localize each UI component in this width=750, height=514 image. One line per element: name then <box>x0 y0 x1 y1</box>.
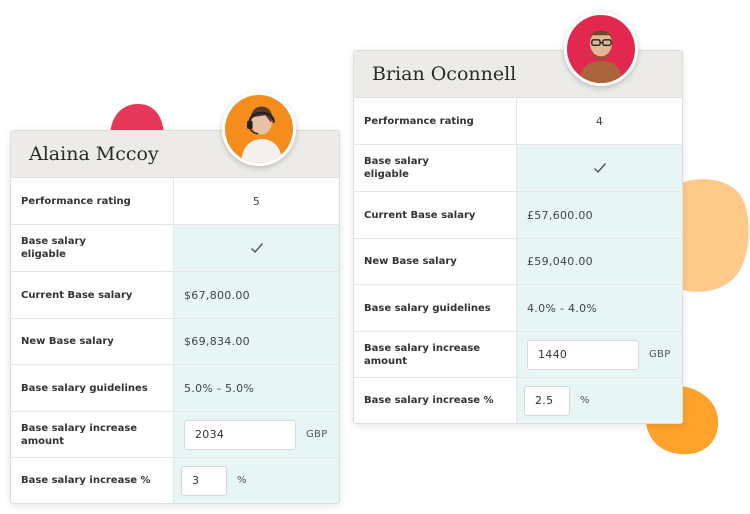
row-label: Current Base salary <box>11 272 174 318</box>
increase-percent-input[interactable]: 3 <box>181 465 227 496</box>
currency-unit: GBP <box>649 349 671 360</box>
row-new-salary: New Base salary £59,040.00 <box>354 239 682 285</box>
row-label: New Base salary <box>11 319 174 364</box>
row-increase-amount: Base salary increase amount 2034 GBP <box>11 412 339 458</box>
row-performance-rating: Performance rating 5 <box>11 178 339 225</box>
row-label: Base salary increase % <box>11 458 174 503</box>
increase-amount-input[interactable]: 1440 <box>527 339 639 370</box>
row-label: Base salary eligable <box>354 145 517 191</box>
current-salary-value: $67,800.00 <box>174 272 339 318</box>
row-label: Base salary increase amount <box>354 332 517 377</box>
employee-card-alaina: Alaina Mccoy Performance rating 5 Base s… <box>10 130 340 504</box>
percent-unit: % <box>580 395 590 406</box>
row-salary-eligible: Base salary eligable <box>11 225 339 272</box>
person-glasses-avatar-icon <box>567 15 635 83</box>
row-label: Current Base salary <box>354 192 517 238</box>
row-salary-guidelines: Base salary guidelines 4.0% - 4.0% <box>354 285 682 332</box>
row-current-salary: Current Base salary £57,600.00 <box>354 192 682 239</box>
row-salary-eligible: Base salary eligable <box>354 145 682 192</box>
row-label: Base salary increase amount <box>11 412 174 457</box>
increase-percent-cell: 3 % <box>174 458 339 503</box>
row-increase-percent: Base salary increase % 2.5 % <box>354 378 682 423</box>
performance-rating-value: 5 <box>252 194 261 208</box>
current-salary-value: £57,600.00 <box>517 192 682 238</box>
increase-amount-cell: 1440 GBP <box>517 332 682 377</box>
check-icon <box>250 243 263 254</box>
row-performance-rating: Performance rating 4 <box>354 98 682 145</box>
increase-percent-cell: 2.5 % <box>517 378 682 423</box>
row-label: Base salary increase % <box>354 378 517 423</box>
peach-blob <box>676 179 749 292</box>
row-label: Performance rating <box>354 98 517 144</box>
salary-guidelines-value: 5.0% - 5.0% <box>174 365 339 411</box>
row-new-salary: New Base salary $69,834.00 <box>11 319 339 365</box>
avatar-alaina <box>222 92 296 166</box>
avatar-brian <box>564 12 638 86</box>
percent-unit: % <box>237 475 247 486</box>
eligible-value <box>517 145 682 191</box>
eligible-value <box>174 225 339 271</box>
row-increase-percent: Base salary increase % 3 % <box>11 458 339 503</box>
row-label: New Base salary <box>354 239 517 284</box>
row-salary-guidelines: Base salary guidelines 5.0% - 5.0% <box>11 365 339 412</box>
employee-card-brian: Brian Oconnell Performance rating 4 Base… <box>353 50 683 424</box>
new-salary-value: $69,834.00 <box>174 319 339 364</box>
person-headset-avatar-icon <box>225 95 293 163</box>
increase-percent-input[interactable]: 2.5 <box>524 385 570 416</box>
performance-rating-value: 4 <box>595 114 604 128</box>
increase-amount-input[interactable]: 2034 <box>184 419 296 450</box>
row-label: Performance rating <box>11 178 174 224</box>
row-current-salary: Current Base salary $67,800.00 <box>11 272 339 319</box>
check-icon <box>593 163 606 174</box>
row-label: Base salary eligable <box>11 225 174 271</box>
currency-unit: GBP <box>306 429 328 440</box>
red-blob <box>110 104 164 138</box>
increase-amount-cell: 2034 GBP <box>174 412 339 457</box>
row-label: Base salary guidelines <box>354 285 517 331</box>
row-increase-amount: Base salary increase amount 1440 GBP <box>354 332 682 378</box>
row-label: Base salary guidelines <box>11 365 174 411</box>
new-salary-value: £59,040.00 <box>517 239 682 284</box>
salary-guidelines-value: 4.0% - 4.0% <box>517 285 682 331</box>
